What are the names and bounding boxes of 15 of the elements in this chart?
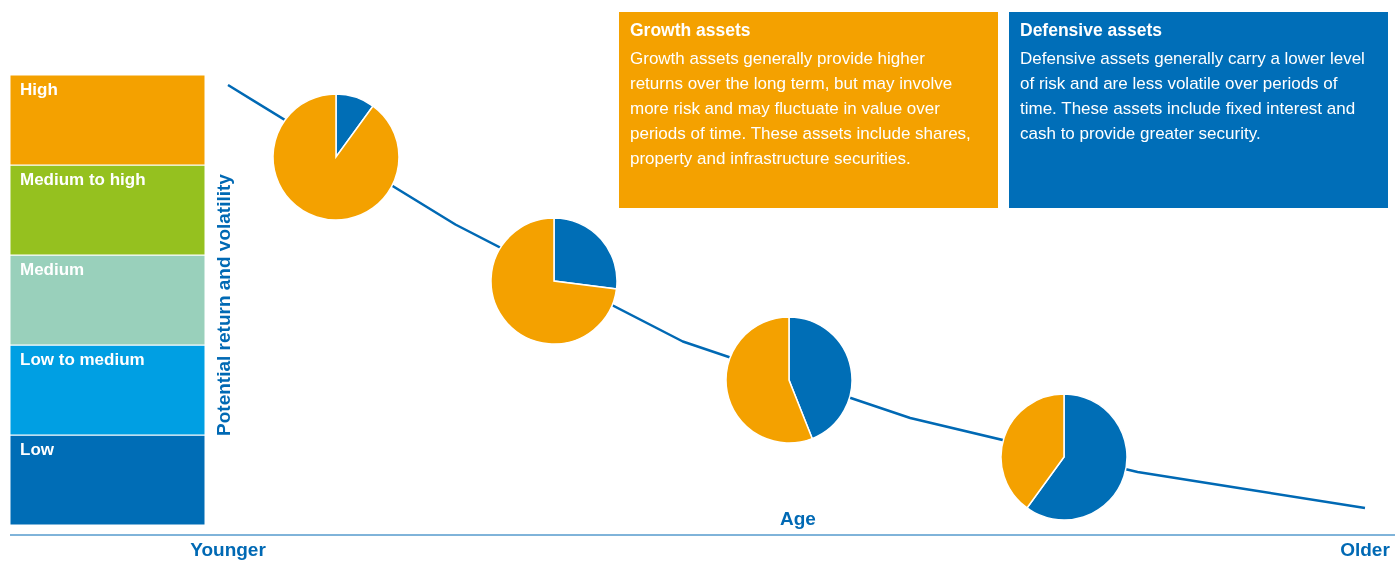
series-label: High (20, 80, 58, 99)
y-axis-title: Potential return and volatility (213, 173, 234, 436)
text: Defensive assets (1020, 20, 1164, 41)
annotation: Growth assets generally provide higher returns over the long term, but may involve more risk and may fluctuate in value over periods of time. These assets include shares, property and infrastructure securities. (630, 48, 972, 170)
x-axis-title: Age (779, 508, 817, 530)
series-label: Medium to high (20, 170, 146, 189)
series-label: Low to medium (20, 350, 145, 369)
x-tick-label: Younger (190, 539, 267, 561)
series-label: Low (20, 440, 55, 459)
series-label: Medium (20, 260, 85, 279)
annotation: Defensive assets generally carry a lower level of risk and are less volatile over periods of time. These assets include fixed interest and cash to provide greater security. (1020, 48, 1365, 145)
text: Growth assets (630, 20, 752, 41)
pie-slice (272, 93, 400, 221)
pie-slice (490, 217, 618, 345)
x-tick-label: Older (1340, 539, 1391, 561)
